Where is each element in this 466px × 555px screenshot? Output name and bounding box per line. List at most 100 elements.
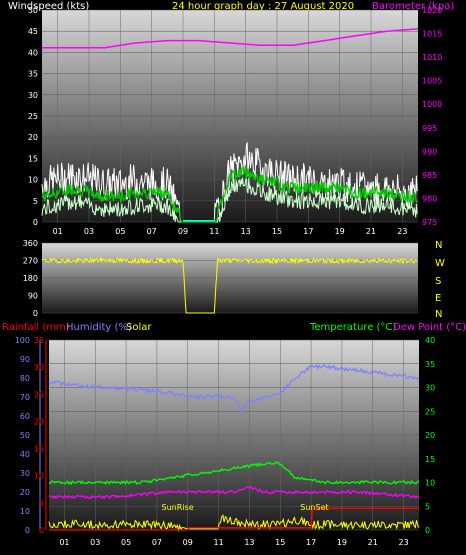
rain-ytick-1: 5	[39, 499, 44, 508]
series-dewpoint	[48, 485, 420, 500]
compass-n-bottom: N	[435, 309, 442, 320]
humidity-ytick-1: 10	[20, 507, 30, 516]
wind-xtick-4: 09	[178, 227, 188, 236]
series-rainfall	[49, 507, 419, 531]
windspeed-title: Windspeed (kts)	[8, 1, 89, 12]
series-temperature	[48, 461, 420, 486]
humidity-ytick-6: 60	[20, 412, 30, 421]
series-wind-low	[41, 176, 418, 223]
baro-ytick-2: 985	[422, 171, 437, 180]
climate-xtick-3: 07	[152, 538, 162, 547]
rain-ytick-0: 0	[39, 526, 44, 535]
dir-ytick-1: 90	[28, 292, 38, 301]
climate-xtick-1: 03	[90, 538, 100, 547]
baro-ytick-0: 975	[422, 218, 437, 227]
baro-ytick-5: 1000	[422, 100, 442, 109]
rain-ytick-2: 10	[34, 472, 44, 481]
humidity-ytick-5: 50	[20, 431, 30, 440]
temp-ytick-3: 15	[425, 455, 435, 464]
humidity-ytick-8: 80	[20, 374, 30, 383]
climate-xtick-2: 05	[121, 538, 131, 547]
temp-ytick-0: 0	[425, 526, 430, 535]
barometer-title: Barometer (kpa)	[372, 1, 454, 12]
baro-ytick-6: 1005	[422, 77, 442, 86]
date-title: 24 hour graph day : 27 August 2020	[172, 1, 354, 12]
annotation-sunset: SunSet	[300, 503, 328, 512]
wind-xtick-11: 23	[397, 227, 407, 236]
wind-ytick-9: 45	[28, 27, 38, 36]
temp-ytick-1: 5	[425, 502, 430, 511]
wind-ytick-5: 25	[28, 112, 38, 121]
wind-xtick-7: 15	[272, 227, 282, 236]
baro-ytick-3: 990	[422, 147, 437, 156]
wind-xtick-2: 05	[115, 227, 125, 236]
rain-ytick-6: 30	[34, 363, 44, 372]
humidity-ytick-9: 90	[20, 355, 30, 364]
solar-label: Solar	[126, 322, 152, 333]
wind-ytick-7: 35	[28, 70, 38, 79]
wind-ytick-10: 50	[28, 6, 38, 15]
rainfall-label: Rainfall (mm)	[2, 322, 70, 333]
baro-ytick-8: 1015	[422, 30, 442, 39]
wind-xtick-10: 21	[366, 227, 376, 236]
annotation-sunrise: SunRise	[162, 503, 194, 512]
climate-xtick-6: 13	[244, 538, 254, 547]
wind-ytick-0: 0	[33, 218, 38, 227]
rain-ytick-5: 25	[34, 390, 44, 399]
humidity-ytick-4: 40	[20, 450, 30, 459]
series-solar	[48, 513, 420, 532]
wind-xtick-8: 17	[303, 227, 313, 236]
dir-ytick-4: 360	[23, 239, 38, 248]
climate-xtick-0: 01	[59, 538, 69, 547]
climate-xtick-5: 11	[213, 538, 223, 547]
temperature-label: Temperature (°C)	[309, 322, 396, 333]
temp-ytick-2: 10	[425, 479, 435, 488]
humidity-ytick-10: 100	[15, 336, 30, 345]
humidity-ytick-3: 30	[20, 469, 30, 478]
wind-ytick-1: 5	[33, 197, 38, 206]
baro-ytick-4: 995	[422, 124, 437, 133]
temp-ytick-7: 35	[425, 360, 435, 369]
wind-xtick-5: 11	[209, 227, 219, 236]
humidity-ytick-7: 70	[20, 393, 30, 402]
wind-xtick-3: 07	[147, 227, 157, 236]
dir-ytick-2: 180	[23, 274, 38, 283]
compass-n-top: N	[435, 240, 442, 251]
wind-ytick-4: 20	[28, 133, 38, 142]
baro-ytick-7: 1010	[422, 53, 442, 62]
compass-s: S	[435, 276, 441, 287]
wind-ytick-8: 40	[28, 48, 38, 57]
compass-w: W	[435, 258, 445, 269]
series-wind-average	[41, 165, 418, 224]
dir-ytick-3: 270	[23, 257, 38, 266]
dewpoint-label: Dew Point (°C)	[393, 322, 466, 333]
temp-ytick-4: 20	[425, 431, 435, 440]
humidity-ytick-0: 0	[25, 526, 30, 535]
humidity-label: Humidity (%)	[66, 322, 132, 333]
climate-xtick-8: 17	[306, 538, 316, 547]
humidity-ytick-2: 20	[20, 488, 30, 497]
climate-xtick-11: 23	[398, 538, 408, 547]
temp-ytick-8: 40	[425, 336, 435, 345]
wind-xtick-9: 19	[335, 227, 345, 236]
rain-ytick-7: 35	[34, 336, 44, 345]
temp-ytick-6: 30	[425, 384, 435, 393]
wind-ytick-3: 15	[28, 154, 38, 163]
wind-xtick-6: 13	[241, 227, 251, 236]
climate-xtick-10: 21	[368, 538, 378, 547]
series-humidity	[48, 363, 420, 414]
dir-ytick-0: 0	[33, 309, 38, 318]
climate-xtick-4: 09	[183, 538, 193, 547]
baro-ytick-9: 1020	[422, 6, 442, 15]
wind-ytick-2: 10	[28, 176, 38, 185]
rain-ytick-4: 20	[34, 417, 44, 426]
temp-ytick-5: 25	[425, 407, 435, 416]
climate-xtick-7: 15	[275, 538, 285, 547]
baro-ytick-1: 980	[422, 194, 437, 203]
wind-ytick-6: 30	[28, 91, 38, 100]
rain-ytick-3: 15	[34, 445, 44, 454]
wind-xtick-0: 01	[53, 227, 63, 236]
climate-xtick-9: 19	[337, 538, 347, 547]
series-barometer	[42, 28, 419, 49]
